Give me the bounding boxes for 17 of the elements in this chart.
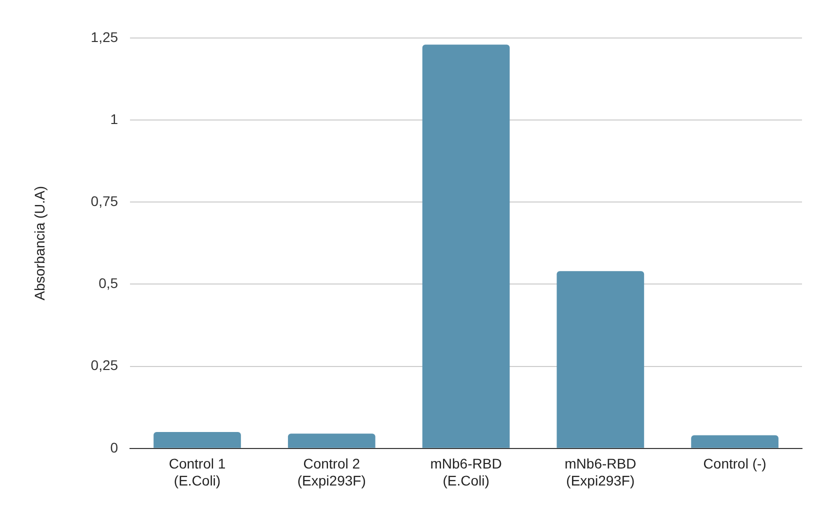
x-tick-label: Control (-) [703,456,766,472]
y-tick-label: 0,25 [90,357,118,374]
x-tick-label: mNb6-RBD (Expi293F) [564,456,636,488]
y-tick-label: 1 [110,110,118,127]
bar [556,271,644,448]
y-tick-label: 0,5 [98,275,118,292]
bar [422,44,510,448]
y-axis-title: Absorbancia (U.A) [31,186,48,300]
bar [691,435,778,448]
y-tick-label: 0,75 [90,193,118,210]
x-tick-label: Control 2 (Expi293F) [297,456,366,488]
bar [154,432,241,448]
y-tick-label: 1,25 [90,28,118,45]
x-tick-label: mNb6-RBD (E.Coli) [430,456,502,488]
x-tick-label: Control 1 (E.Coli) [168,456,226,488]
bar [288,434,376,448]
y-tick-label: 0 [110,439,118,456]
